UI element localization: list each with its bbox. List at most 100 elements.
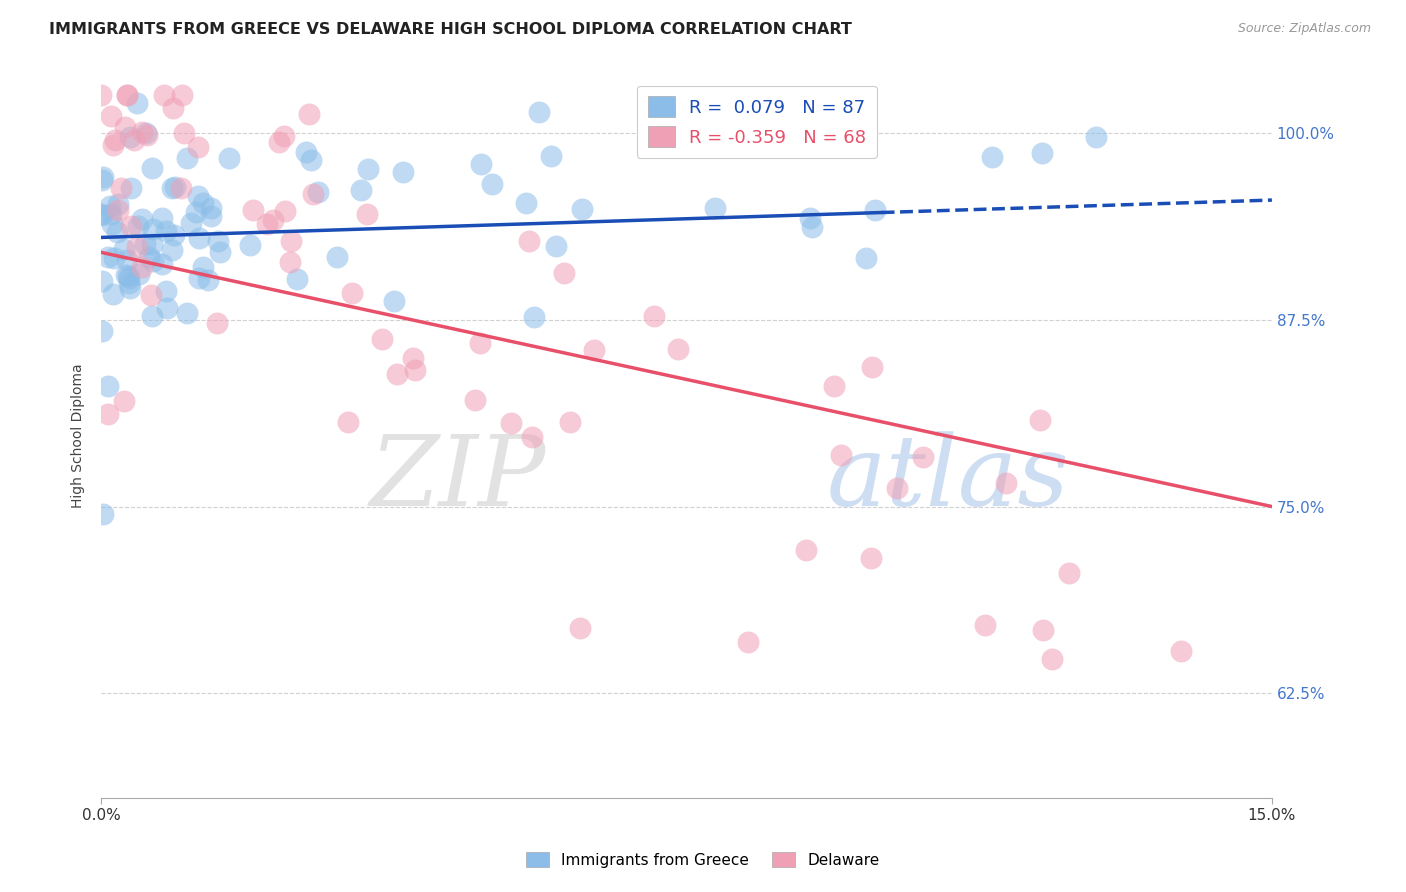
Point (200, 209, 222, 223)
Point (163, 228, 186, 243)
Point (115, 88, 138, 103)
Point (239, 238, 262, 252)
Point (134, 237, 156, 252)
Point (666, 342, 689, 356)
Point (299, 153, 322, 167)
Point (115, 268, 138, 282)
Point (128, 268, 150, 282)
Point (90, 207, 112, 221)
Point (294, 145, 316, 159)
Point (886, 481, 908, 495)
Point (464, 393, 486, 408)
Point (269, 135, 291, 149)
Point (173, 126, 195, 140)
Point (120, 130, 142, 145)
Point (155, 224, 177, 238)
Point (112, 242, 135, 256)
Point (156, 301, 179, 316)
Point (523, 310, 546, 324)
Point (799, 211, 821, 225)
Point (100, 217, 122, 231)
Point (91, 507, 114, 521)
Point (356, 207, 378, 221)
Point (1031, 146, 1053, 161)
Point (307, 186, 329, 200)
Point (131, 211, 153, 226)
Text: Source: ZipAtlas.com: Source: ZipAtlas.com (1237, 22, 1371, 36)
Point (256, 217, 278, 231)
Point (176, 306, 198, 320)
Point (326, 250, 349, 264)
Point (209, 245, 232, 260)
Point (160, 243, 183, 257)
Point (118, 270, 141, 285)
Point (170, 88, 193, 103)
Point (273, 129, 295, 144)
Point (170, 181, 193, 195)
Point (165, 180, 187, 194)
Point (404, 363, 426, 377)
Point (357, 161, 380, 176)
Point (193, 195, 215, 210)
Point (91, 173, 114, 187)
Point (553, 266, 575, 280)
Point (125, 95, 148, 110)
Point (127, 219, 149, 234)
Point (105, 226, 128, 240)
Point (470, 335, 492, 350)
Point (703, 201, 725, 215)
Text: atlas: atlas (827, 432, 1070, 526)
Point (520, 429, 543, 443)
Point (643, 310, 665, 324)
Point (285, 272, 308, 286)
Point (125, 239, 148, 253)
Point (912, 450, 935, 465)
Point (582, 343, 605, 357)
Point (278, 255, 301, 269)
Point (527, 105, 550, 120)
Point (120, 219, 142, 233)
Point (994, 475, 1017, 490)
Point (242, 203, 264, 218)
Point (91, 324, 114, 338)
Point (103, 286, 125, 301)
Point (860, 551, 883, 566)
Legend: R =  0.079   N = 87, R = -0.359   N = 68: R = 0.079 N = 87, R = -0.359 N = 68 (637, 86, 877, 158)
Point (131, 125, 153, 139)
Point (274, 204, 297, 219)
Point (197, 273, 219, 287)
Point (97, 379, 120, 393)
Point (187, 189, 209, 203)
Point (301, 186, 323, 201)
Point (1170, 644, 1192, 658)
Point (337, 415, 360, 429)
Point (540, 148, 562, 162)
Point (515, 195, 537, 210)
Point (114, 120, 136, 134)
Point (90, 88, 112, 103)
Point (571, 202, 593, 216)
Point (107, 203, 129, 218)
Point (188, 231, 211, 245)
Point (1040, 652, 1063, 666)
Point (349, 183, 371, 197)
Point (131, 260, 153, 275)
Point (141, 310, 163, 324)
Point (162, 180, 184, 194)
Point (180, 216, 202, 230)
Point (184, 205, 207, 219)
Point (860, 359, 883, 374)
Point (560, 416, 582, 430)
Point (118, 276, 141, 290)
Point (100, 207, 122, 221)
Point (110, 180, 132, 194)
Point (1032, 623, 1054, 637)
Point (191, 260, 214, 274)
Point (135, 128, 157, 143)
Point (207, 234, 229, 248)
Point (141, 161, 163, 176)
Text: ZIP: ZIP (370, 432, 546, 526)
Point (200, 201, 222, 215)
Point (737, 634, 759, 648)
Point (1057, 566, 1080, 580)
